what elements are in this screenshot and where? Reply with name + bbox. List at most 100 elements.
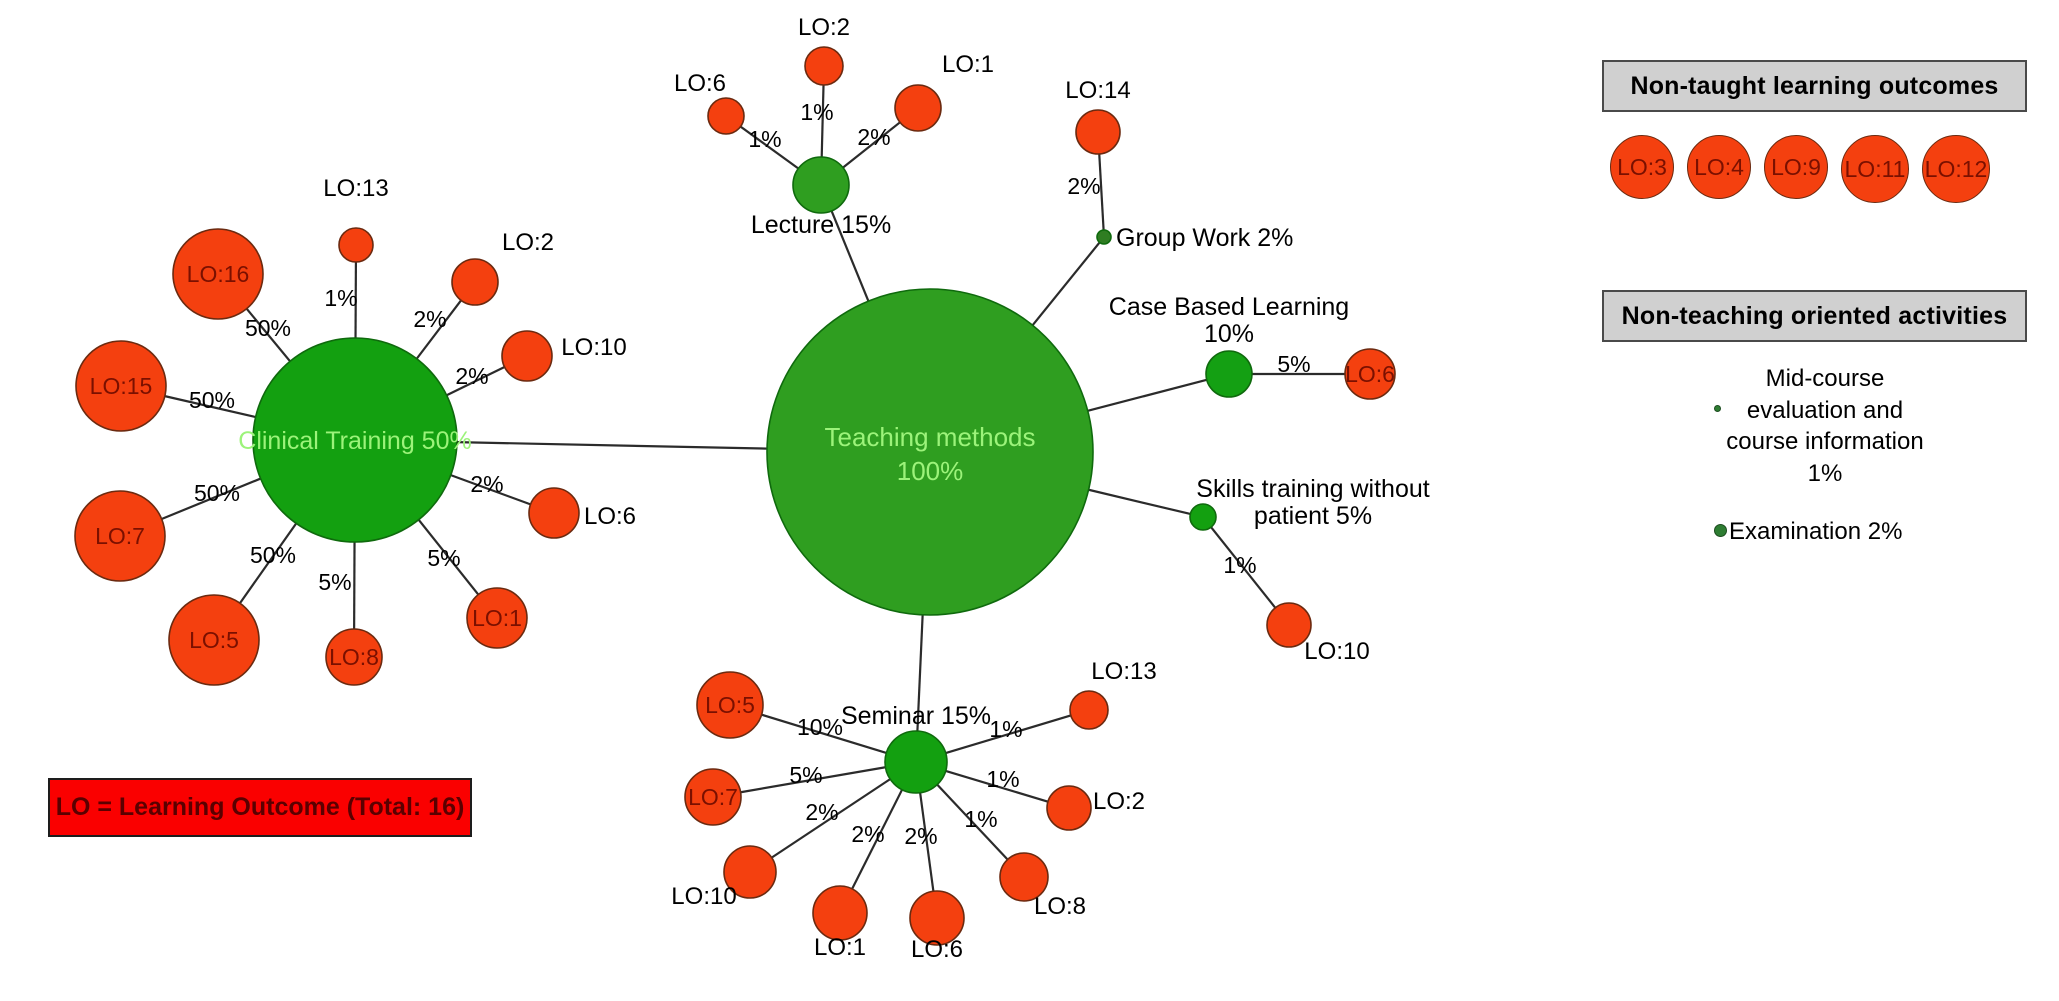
lo-label: LO:8 <box>329 644 379 670</box>
lo-label: LO:2 <box>502 229 554 256</box>
edge-lecture-lo2 <box>820 84 825 158</box>
edge-center-clinical <box>456 441 768 450</box>
lo-node-lo14[interactable] <box>1075 109 1121 155</box>
lo-node-lo7[interactable] <box>684 768 742 826</box>
edge-seminar-lo7 <box>740 766 886 794</box>
lo-label: LO:6 <box>674 70 726 97</box>
edge-groupwork-lo14 <box>1098 153 1105 231</box>
edge-center-seminar <box>916 614 924 732</box>
lo-node-lo2[interactable] <box>1046 785 1092 831</box>
lo-label: LO:7 <box>688 784 738 810</box>
lo-node-lo6[interactable] <box>528 487 580 539</box>
lo-node-lo6[interactable] <box>909 890 965 946</box>
lo-node-lo1[interactable] <box>466 587 528 649</box>
edge-weight-label: 50% <box>250 542 296 568</box>
lo-label: LO:13 <box>323 175 388 202</box>
node-layer <box>74 46 1396 946</box>
lo-label: LO:7 <box>95 523 145 549</box>
lo-label: LO:6 <box>584 503 636 530</box>
edge-clinical-lo15 <box>164 395 256 419</box>
lo-label: LO:5 <box>705 692 755 718</box>
edge-clinical-lo16 <box>245 308 291 363</box>
lo-node-lo13[interactable] <box>338 227 374 263</box>
lo-node-lo10[interactable] <box>723 845 777 899</box>
activity-dot-mid-course <box>1714 405 1721 412</box>
lo-node-lo15[interactable] <box>75 340 167 432</box>
method-node-center[interactable] <box>766 288 1094 616</box>
edge-seminar-lo5 <box>761 713 887 754</box>
method-label: Seminar 15% <box>841 702 991 730</box>
edge-weight-label: 5% <box>1277 351 1310 377</box>
edge-clinical-lo2 <box>415 299 462 360</box>
legend-learning-outcome: LO = Learning Outcome (Total: 16) <box>48 778 472 837</box>
activity-dot-examination <box>1714 524 1727 537</box>
edge-weight-label: 2% <box>470 471 503 497</box>
method-label: 10% <box>1204 320 1254 348</box>
edge-weight-label: 50% <box>245 315 291 341</box>
lo-label: LO:1 <box>942 51 994 78</box>
method-node-seminar[interactable] <box>884 730 948 794</box>
lo-node-lo1[interactable] <box>812 885 868 941</box>
non-taught-lo-lo11[interactable]: LO:11 <box>1841 135 1909 203</box>
non-taught-lo-lo12[interactable]: LO:12 <box>1922 135 1990 203</box>
lo-node-lo6[interactable] <box>707 97 745 135</box>
edge-weight-label: 2% <box>455 363 488 389</box>
edge-center-groupwork <box>1031 241 1101 326</box>
lo-node-lo7[interactable] <box>74 490 166 582</box>
edge-weight-label: 2% <box>904 823 937 849</box>
method-label: Lecture 15% <box>751 211 891 239</box>
lo-label: LO:10 <box>671 883 736 910</box>
method-node-cbl[interactable] <box>1205 350 1253 398</box>
edge-seminar-lo8 <box>936 783 1009 861</box>
lo-node-lo5[interactable] <box>696 671 764 739</box>
edge-weight-label: 1% <box>1223 552 1256 578</box>
method-node-lecture[interactable] <box>792 156 850 214</box>
method-label: Clinical Training 50% <box>238 427 471 455</box>
method-label: Group Work 2% <box>1116 224 1293 252</box>
edge-weight-label: 50% <box>189 387 235 413</box>
lo-label: LO:13 <box>1091 658 1156 685</box>
edge-seminar-lo10 <box>771 778 891 859</box>
edge-weight-label: 5% <box>318 569 351 595</box>
lo-node-lo6[interactable] <box>1344 348 1396 400</box>
edge-lecture-lo1 <box>842 121 901 169</box>
non-taught-lo-lo9[interactable]: LO:9 <box>1764 135 1828 199</box>
edge-seminar-lo1 <box>851 789 904 890</box>
label-layer: Teaching methods 100% Clinical Training 50… <box>90 14 1430 963</box>
edge-clinical-lo5 <box>239 522 298 604</box>
method-node-skills[interactable] <box>1189 503 1217 531</box>
edge-center-lecture <box>830 210 870 302</box>
lo-node-lo2[interactable] <box>804 46 844 86</box>
lo-label: LO:8 <box>1034 893 1086 920</box>
edge-skills-lo10 <box>1210 526 1277 609</box>
non-taught-lo-lo4[interactable]: LO:4 <box>1687 135 1751 199</box>
non-taught-lo-row: LO:3 LO:4 LO:9 LO:11 LO:12 <box>1602 135 2027 203</box>
lo-node-lo2[interactable] <box>451 258 499 306</box>
edge-weight-label: 1% <box>964 806 997 832</box>
edge-weight-label: 5% <box>427 545 460 571</box>
non-taught-lo-lo3[interactable]: LO:3 <box>1610 135 1674 199</box>
method-node-groupwork[interactable] <box>1096 229 1112 245</box>
edge-clinical-lo1 <box>417 519 480 596</box>
lo-node-lo10[interactable] <box>1266 602 1312 648</box>
lo-node-lo8[interactable] <box>325 628 383 686</box>
lo-node-lo10[interactable] <box>501 330 553 382</box>
lo-node-lo1[interactable] <box>894 84 942 132</box>
method-label: Case Based Learning <box>1109 293 1349 321</box>
edge-seminar-lo13 <box>945 714 1072 755</box>
edge-weight-label: 2% <box>1067 173 1100 199</box>
edge-layer <box>161 84 1345 892</box>
lo-node-lo8[interactable] <box>999 852 1049 902</box>
lo-node-lo13[interactable] <box>1069 690 1109 730</box>
lo-label: LO:15 <box>90 373 153 399</box>
lo-node-lo16[interactable] <box>172 228 264 320</box>
method-node-clinical[interactable] <box>252 337 458 543</box>
edge-clinical-lo10 <box>446 365 506 397</box>
edge-center-cbl <box>1087 378 1208 412</box>
edge-weight-label: 1% <box>986 766 1019 792</box>
lo-node-lo5[interactable] <box>168 594 260 686</box>
lo-label: LO:6 <box>1345 361 1395 387</box>
edge-weight-label: 1% <box>800 99 833 125</box>
